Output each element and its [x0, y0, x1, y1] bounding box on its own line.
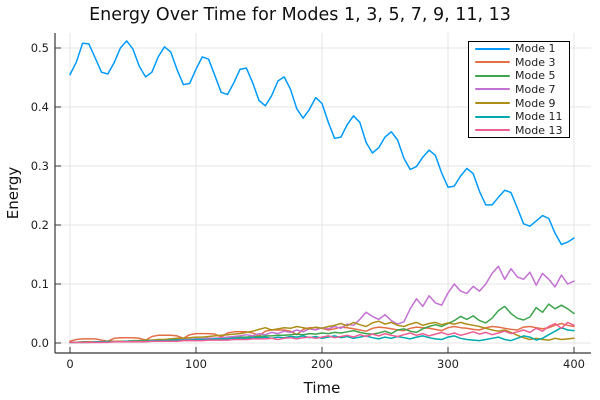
legend-label: Mode 7: [515, 82, 556, 96]
x-tick-label: 300: [437, 357, 459, 371]
legend-label: Mode 1: [515, 42, 556, 56]
legend-item-mode-1: Mode 1: [469, 42, 569, 55]
y-tick-label: 0.4: [31, 100, 49, 114]
legend-line-sample: [475, 115, 510, 118]
y-axis-label: Energy: [4, 166, 22, 220]
y-tick-label: 0.1: [31, 277, 49, 291]
series-line-mode-1: [69, 40, 575, 246]
legend-line-sample: [475, 47, 510, 50]
legend-line-sample: [475, 129, 510, 132]
legend-label: Mode 13: [515, 123, 563, 137]
x-tick-label: 0: [66, 357, 73, 371]
y-tick-label: 0.3: [31, 159, 49, 173]
y-tick-label: 0.0: [31, 336, 49, 350]
legend-item-mode-13: Mode 13: [469, 124, 569, 137]
legend-label: Mode 11: [515, 110, 563, 124]
x-tick-label: 400: [563, 357, 585, 371]
legend-item-mode-11: Mode 11: [469, 110, 569, 123]
legend-item-mode-5: Mode 5: [469, 69, 569, 82]
legend-line-sample: [475, 61, 510, 64]
legend-box: Mode 1 Mode 3 Mode 5 Mode 7 Mode 9 Mode …: [468, 41, 570, 138]
legend-label: Mode 3: [515, 55, 556, 69]
legend-line-sample: [475, 88, 510, 91]
y-tick-label: 0.5: [31, 41, 49, 55]
x-axis-label: Time: [303, 379, 341, 397]
x-tick-label: 100: [185, 357, 207, 371]
y-tick-label: 0.2: [31, 218, 49, 232]
legend-label: Mode 5: [515, 69, 556, 83]
legend-item-mode-9: Mode 9: [469, 97, 569, 110]
legend-item-mode-3: Mode 3: [469, 56, 569, 69]
legend-label: Mode 9: [515, 96, 556, 110]
legend-line-sample: [475, 74, 510, 77]
x-tick-label: 200: [311, 357, 333, 371]
series-line-mode-13: [69, 321, 575, 344]
chart-title: Energy Over Time for Modes 1, 3, 5, 7, 9…: [89, 5, 511, 25]
legend-line-sample: [475, 102, 510, 105]
legend-item-mode-7: Mode 7: [469, 83, 569, 96]
